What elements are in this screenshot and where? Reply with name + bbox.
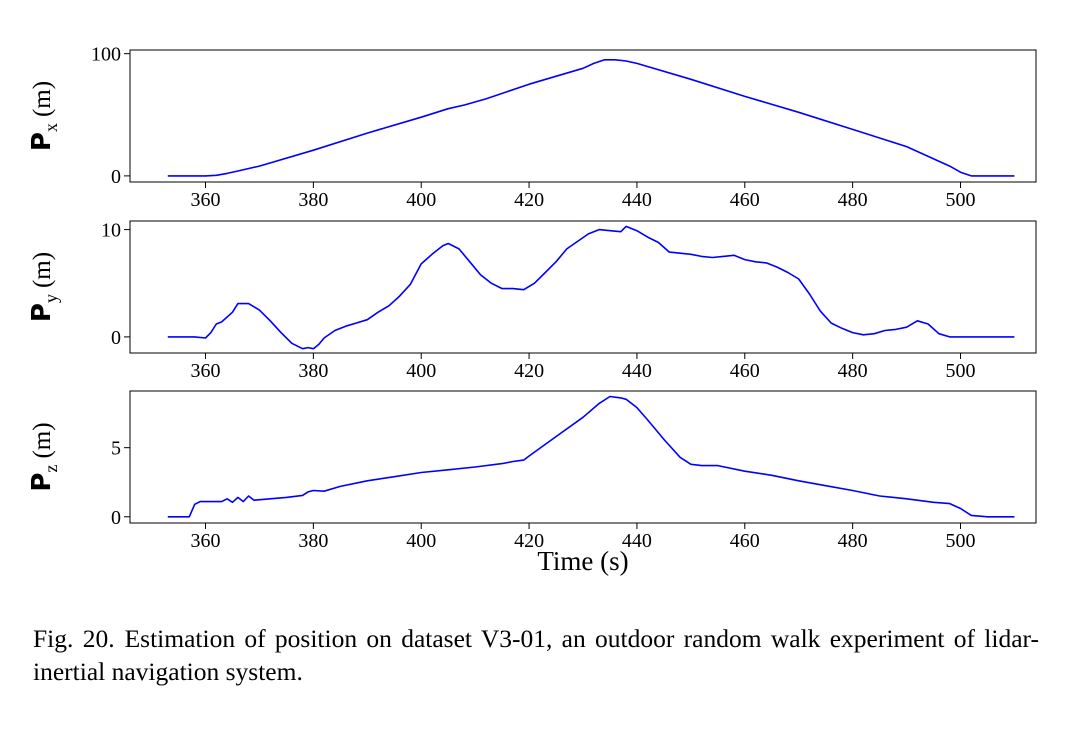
axes-frame xyxy=(129,220,1037,354)
x-tick-label: 380 xyxy=(298,360,328,382)
subplot-3: 360 380 400 420 440 460 480 500 0 5 Pz (m) xyxy=(27,390,1037,552)
y-axis-label-unit: (m) xyxy=(29,81,56,117)
x-tick-label: 500 xyxy=(946,530,976,552)
figure-number: Fig. 20. xyxy=(33,624,115,653)
x-tick-label: 380 xyxy=(298,189,328,211)
y-axis-label-unit: (m) xyxy=(29,422,56,458)
x-tick-label: 480 xyxy=(838,189,868,211)
y-tick-label: 0 xyxy=(111,166,121,188)
x-tick-label: 360 xyxy=(191,360,221,382)
caption-text: Estimation of position on dataset V3-01,… xyxy=(33,624,1039,686)
x-tick-label: 460 xyxy=(730,530,760,552)
x-tick-label: 360 xyxy=(191,530,221,552)
subplot-2: 360 380 400 420 440 460 480 500 0 10 Py (m) xyxy=(27,220,1037,382)
x-tick-label: 400 xyxy=(406,189,436,211)
y-axis-label-symbol: P xyxy=(27,473,57,492)
x-tick-label: 440 xyxy=(622,189,652,211)
x-tick-label: 440 xyxy=(622,530,652,552)
x-tick-label: 480 xyxy=(838,530,868,552)
x-tick-label: 460 xyxy=(730,189,760,211)
x-tick-label: 420 xyxy=(514,530,544,552)
x-tick-label: 420 xyxy=(514,360,544,382)
x-axis-label: Time (s) xyxy=(537,546,628,576)
y-tick-label: 0 xyxy=(111,507,121,529)
y-axis-label-symbol: P xyxy=(27,132,57,151)
x-tick-label: 440 xyxy=(622,360,652,382)
subplot-1: 360 380 400 420 440 460 480 500 0 100 Px (m) xyxy=(27,44,1037,211)
axes-frame xyxy=(129,390,1037,524)
y-axis-label: Py (m) xyxy=(27,252,61,322)
x-tick-label: 500 xyxy=(946,189,976,211)
figure: 360 380 400 420 440 460 480 500 0 100 Px(m) 360 380 4… xyxy=(27,44,1037,576)
x-tick-label: 400 xyxy=(406,530,436,552)
x-tick-label: 420 xyxy=(514,189,544,211)
y-axis-label: Pz (m) xyxy=(27,422,61,491)
y-axis-label: Px (m) xyxy=(27,81,61,151)
y-tick-label: 10 xyxy=(101,220,121,242)
y-tick-label: 5 xyxy=(111,438,121,460)
series-line-py xyxy=(167,225,1015,350)
x-tick-label: 480 xyxy=(838,360,868,382)
x-tick-label: 360 xyxy=(191,189,221,211)
x-tick-label: 380 xyxy=(298,530,328,552)
y-tick-label: 100 xyxy=(91,44,121,66)
series-line-pz xyxy=(167,395,1015,518)
y-axis-label-subscript: x xyxy=(41,123,61,132)
axes-frame xyxy=(129,49,1037,183)
y-axis-label-subscript: y xyxy=(41,294,61,303)
y-axis-label-unit: (m) xyxy=(29,252,56,288)
figure-caption: Fig. 20. Estimation of position on datase… xyxy=(33,622,1039,688)
x-tick-label: 500 xyxy=(946,360,976,382)
y-axis-label-symbol: P xyxy=(27,303,57,322)
y-axis-label-subscript: z xyxy=(41,465,61,473)
series-line-px xyxy=(167,58,1015,177)
x-tick-label: 460 xyxy=(730,360,760,382)
y-tick-label: 0 xyxy=(111,327,121,349)
x-tick-label: 400 xyxy=(406,360,436,382)
